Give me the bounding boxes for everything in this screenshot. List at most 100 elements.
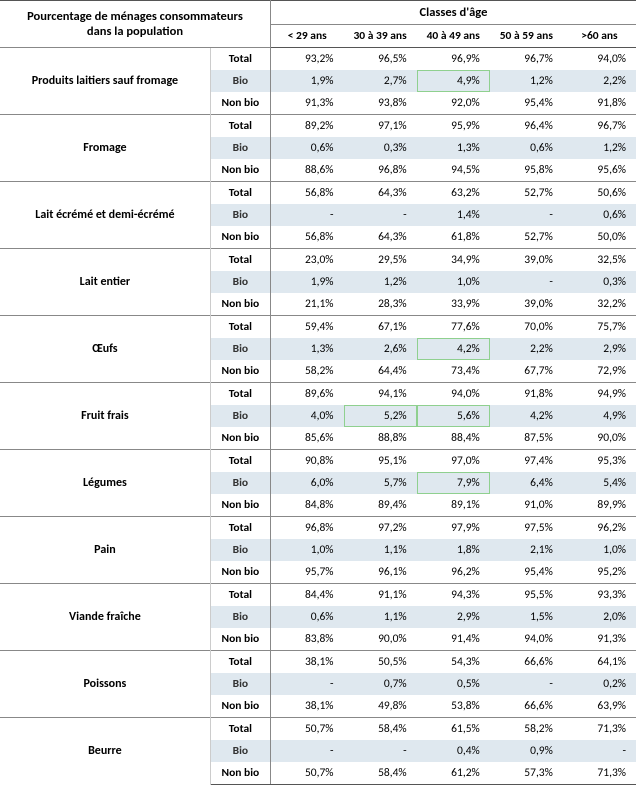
value-cell: 0,6% <box>563 204 636 226</box>
value-cell: 0,6% <box>490 137 563 159</box>
type-nonbio: Non bio <box>210 628 270 651</box>
value-cell: 39,0% <box>490 249 563 272</box>
value-cell: 91,4% <box>417 628 490 651</box>
value-cell: 1,0% <box>270 539 343 561</box>
value-cell: 6,0% <box>270 472 343 494</box>
value-cell: 88,8% <box>344 427 417 450</box>
type-total: Total <box>210 249 270 272</box>
value-cell: 94,9% <box>563 383 636 406</box>
category-name: Beurre <box>0 718 210 785</box>
value-cell: 97,5% <box>490 517 563 540</box>
col-3: 50 à 59 ans <box>490 25 563 48</box>
value-cell: 54,3% <box>417 651 490 674</box>
value-cell: 93,2% <box>270 48 343 71</box>
type-total: Total <box>210 115 270 138</box>
value-cell: 2,2% <box>490 338 563 360</box>
category-name: Lait entier <box>0 249 210 316</box>
value-cell: 1,9% <box>270 271 343 293</box>
category-name: Légumes <box>0 450 210 517</box>
value-cell: 61,8% <box>417 226 490 249</box>
value-cell: 52,7% <box>490 226 563 249</box>
type-nonbio: Non bio <box>210 494 270 517</box>
table-body: Produits laitiers sauf fromageTotal93,2%… <box>0 48 636 785</box>
value-cell: 91,0% <box>490 494 563 517</box>
value-cell: - <box>344 740 417 762</box>
header-left-line2: dans la population <box>87 24 183 39</box>
value-cell: 75,7% <box>563 316 636 339</box>
value-cell: 5,2% <box>344 405 417 427</box>
value-cell: 0,3% <box>344 137 417 159</box>
type-bio: Bio <box>210 405 270 427</box>
value-cell: 88,6% <box>270 159 343 182</box>
category-name: Œufs <box>0 316 210 383</box>
value-cell: 71,3% <box>563 762 636 785</box>
type-nonbio: Non bio <box>210 695 270 718</box>
value-cell: 4,2% <box>490 405 563 427</box>
value-cell: 33,9% <box>417 293 490 316</box>
value-cell: 4,9% <box>417 70 490 92</box>
value-cell: 95,9% <box>417 115 490 138</box>
value-cell: 95,8% <box>490 159 563 182</box>
value-cell: 58,4% <box>344 718 417 741</box>
category-name: Produits laitiers sauf fromage <box>0 48 210 115</box>
value-cell: 96,1% <box>344 561 417 584</box>
value-cell: 94,0% <box>417 383 490 406</box>
value-cell: 64,3% <box>344 226 417 249</box>
value-cell: 91,3% <box>563 628 636 651</box>
value-cell: 97,4% <box>490 450 563 473</box>
category-name: Fromage <box>0 115 210 182</box>
value-cell: 0,6% <box>270 606 343 628</box>
type-nonbio: Non bio <box>210 293 270 316</box>
value-cell: 94,1% <box>344 383 417 406</box>
type-bio: Bio <box>210 137 270 159</box>
type-total: Total <box>210 316 270 339</box>
value-cell: 23,0% <box>270 249 343 272</box>
value-cell: - <box>490 271 563 293</box>
value-cell: 95,4% <box>490 561 563 584</box>
value-cell: 0,2% <box>563 673 636 695</box>
col-1: 30 à 39 ans <box>344 25 417 48</box>
value-cell: 96,8% <box>344 159 417 182</box>
col-0: < 29 ans <box>270 25 343 48</box>
value-cell: 50,7% <box>270 762 343 785</box>
value-cell: 94,0% <box>563 48 636 71</box>
value-cell: 2,2% <box>563 70 636 92</box>
value-cell: 96,2% <box>563 517 636 540</box>
type-nonbio: Non bio <box>210 226 270 249</box>
type-total: Total <box>210 584 270 607</box>
value-cell: 97,1% <box>344 115 417 138</box>
header-classes: Classes d'âge <box>270 1 636 25</box>
value-cell: 61,5% <box>417 718 490 741</box>
value-cell: 52,7% <box>490 182 563 205</box>
value-cell: 1,0% <box>417 271 490 293</box>
type-bio: Bio <box>210 539 270 561</box>
value-cell: - <box>563 740 636 762</box>
value-cell: - <box>270 204 343 226</box>
value-cell: 85,6% <box>270 427 343 450</box>
value-cell: 91,1% <box>344 584 417 607</box>
value-cell: 94,5% <box>417 159 490 182</box>
type-total: Total <box>210 450 270 473</box>
type-nonbio: Non bio <box>210 159 270 182</box>
value-cell: 58,4% <box>344 762 417 785</box>
value-cell: 96,4% <box>490 115 563 138</box>
type-bio: Bio <box>210 204 270 226</box>
value-cell: 77,6% <box>417 316 490 339</box>
value-cell: 5,6% <box>417 405 490 427</box>
value-cell: 58,2% <box>490 718 563 741</box>
value-cell: 56,8% <box>270 226 343 249</box>
value-cell: 96,8% <box>270 517 343 540</box>
category-name: Viande fraîche <box>0 584 210 651</box>
value-cell: 1,3% <box>417 137 490 159</box>
category-name: Lait écrémé et demi-écrémé <box>0 182 210 249</box>
value-cell: 63,9% <box>563 695 636 718</box>
value-cell: 70,0% <box>490 316 563 339</box>
value-cell: 96,7% <box>563 115 636 138</box>
value-cell: 94,3% <box>417 584 490 607</box>
col-4: >60 ans <box>563 25 636 48</box>
value-cell: 7,9% <box>417 472 490 494</box>
value-cell: 64,1% <box>563 651 636 674</box>
value-cell: 1,3% <box>270 338 343 360</box>
header-left-line1: Pourcentage de ménages consommateurs <box>27 9 243 24</box>
value-cell: 83,8% <box>270 628 343 651</box>
